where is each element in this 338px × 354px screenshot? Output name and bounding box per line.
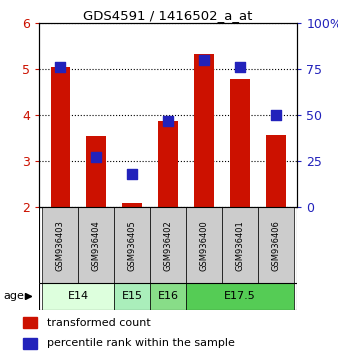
Bar	[150, 283, 186, 310]
Text: E16: E16	[158, 291, 179, 302]
Text: GSM936403: GSM936403	[56, 220, 65, 270]
Bar	[230, 79, 250, 207]
Bar	[222, 207, 258, 283]
Point	[273, 112, 279, 118]
Title: GDS4591 / 1416502_a_at: GDS4591 / 1416502_a_at	[83, 9, 253, 22]
Text: E17.5: E17.5	[224, 291, 256, 302]
Bar	[194, 54, 214, 207]
Point	[201, 57, 207, 63]
Bar	[150, 207, 186, 283]
Text: GSM936402: GSM936402	[164, 220, 173, 270]
Bar	[43, 283, 114, 310]
Point	[129, 171, 135, 177]
Text: GSM936405: GSM936405	[128, 220, 137, 270]
Point	[58, 64, 63, 70]
Bar	[114, 207, 150, 283]
Bar	[122, 204, 142, 207]
Text: E14: E14	[68, 291, 89, 302]
Bar	[39, 207, 297, 283]
Bar	[78, 207, 114, 283]
Text: GSM936406: GSM936406	[271, 220, 281, 270]
Text: GSM936404: GSM936404	[92, 220, 101, 270]
Bar	[43, 207, 78, 283]
Text: GSM936400: GSM936400	[199, 220, 209, 270]
Text: percentile rank within the sample: percentile rank within the sample	[47, 338, 235, 348]
Text: age: age	[3, 291, 24, 302]
Point	[237, 64, 243, 70]
Bar	[23, 317, 37, 329]
Bar	[186, 207, 222, 283]
Point	[166, 118, 171, 124]
Text: transformed count: transformed count	[47, 318, 151, 328]
Bar	[87, 136, 106, 207]
Point	[94, 155, 99, 160]
Bar	[186, 283, 294, 310]
Bar	[114, 283, 150, 310]
Text: GSM936401: GSM936401	[236, 220, 244, 270]
Bar	[23, 338, 37, 349]
Text: E15: E15	[122, 291, 143, 302]
Bar	[258, 207, 294, 283]
Bar	[266, 135, 286, 207]
Bar	[158, 121, 178, 207]
Bar	[39, 283, 297, 310]
Bar	[51, 67, 70, 207]
